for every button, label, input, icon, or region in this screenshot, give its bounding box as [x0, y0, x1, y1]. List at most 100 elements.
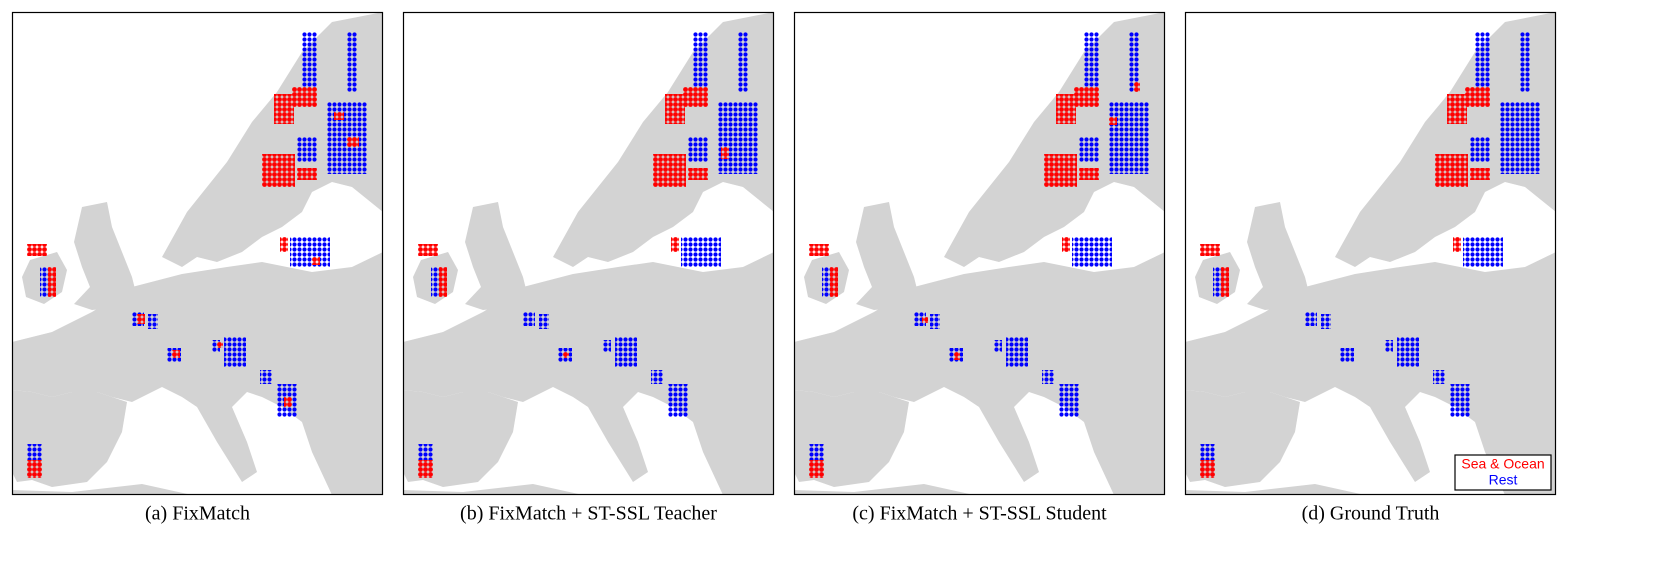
point-cluster [718, 102, 758, 174]
legend-box [1454, 454, 1552, 491]
point-cluster [1042, 370, 1054, 384]
map-panel [402, 11, 775, 496]
point-cluster [439, 267, 447, 297]
panel-frame [402, 11, 775, 496]
point-cluster [1435, 154, 1468, 187]
point-cluster [1079, 137, 1099, 162]
point-cluster [523, 312, 535, 326]
point-cluster [665, 94, 685, 124]
point-cluster [297, 168, 317, 180]
point-cluster [418, 244, 438, 256]
legend-label: Sea & Ocean [1461, 456, 1544, 472]
point-cluster [809, 244, 829, 256]
point-cluster [274, 94, 294, 124]
point-cluster [217, 342, 223, 348]
point-cluster [297, 137, 317, 162]
caption: (d) Ground Truth [1302, 503, 1440, 525]
point-cluster [1109, 102, 1149, 174]
point-cluster [1470, 137, 1490, 162]
map-panel [793, 11, 1166, 496]
point-cluster [721, 147, 729, 159]
legend-label: Rest [1489, 472, 1518, 488]
point-cluster [1221, 267, 1229, 297]
point-cluster [172, 350, 180, 358]
point-cluster [1321, 314, 1331, 329]
point-cluster [1470, 168, 1490, 180]
panel-frame [793, 11, 1166, 496]
point-cluster [954, 352, 960, 360]
point-cluster [671, 237, 679, 252]
point-cluster [1056, 94, 1076, 124]
point-cluster [1006, 337, 1028, 367]
point-cluster [922, 317, 928, 323]
point-cluster [1200, 460, 1215, 478]
caption: (c) FixMatch + ST-SSL Student [852, 503, 1107, 525]
point-cluster [651, 370, 663, 384]
point-cluster [1450, 384, 1470, 417]
point-cluster [615, 337, 637, 367]
point-cluster [347, 32, 357, 92]
point-cluster [148, 314, 158, 329]
point-cluster [284, 397, 292, 407]
point-cluster [994, 340, 1002, 352]
point-cluster [1134, 82, 1140, 92]
point-cluster [809, 460, 824, 478]
point-cluster [1500, 102, 1540, 174]
point-cluster [830, 267, 838, 297]
point-cluster [653, 154, 686, 187]
point-cluster [603, 340, 611, 352]
map-panel [11, 11, 384, 496]
point-cluster [1213, 267, 1223, 297]
point-cluster [334, 112, 344, 120]
point-cluster [1340, 348, 1354, 362]
point-cluster [1044, 154, 1077, 187]
point-cluster [822, 267, 832, 297]
point-cluster [1109, 117, 1117, 125]
point-cluster [1397, 337, 1419, 367]
point-cluster [280, 237, 288, 252]
point-cluster [1074, 87, 1099, 107]
point-cluster [1129, 32, 1139, 92]
point-cluster [738, 32, 748, 92]
point-cluster [48, 267, 56, 297]
point-cluster [418, 460, 433, 478]
point-cluster [1447, 94, 1467, 124]
point-cluster [292, 87, 317, 107]
point-cluster [302, 32, 317, 87]
point-cluster [1072, 237, 1112, 267]
point-cluster [688, 168, 708, 180]
caption: (b) FixMatch + ST-SSL Teacher [460, 503, 717, 525]
point-cluster [260, 370, 272, 384]
point-cluster [1084, 32, 1099, 87]
point-cluster [1385, 340, 1393, 352]
point-cluster [1463, 237, 1503, 267]
panel-frame [11, 11, 384, 496]
point-cluster [1520, 32, 1530, 92]
point-cluster [930, 314, 940, 329]
panel-frame [1184, 11, 1557, 496]
point-cluster [1475, 32, 1490, 87]
point-cluster [27, 460, 42, 478]
caption: (a) FixMatch [145, 503, 250, 525]
point-cluster [688, 137, 708, 162]
point-cluster [312, 257, 320, 265]
map-panel [1184, 11, 1557, 496]
point-cluster [563, 352, 569, 358]
point-cluster [137, 314, 145, 324]
point-cluster [262, 154, 295, 187]
point-cluster [683, 87, 708, 107]
point-cluster [668, 384, 688, 417]
point-cluster [431, 267, 441, 297]
point-cluster [1200, 244, 1220, 256]
point-cluster [1059, 384, 1079, 417]
point-cluster [290, 237, 330, 267]
point-cluster [27, 244, 47, 256]
point-cluster [693, 32, 708, 87]
point-cluster [1305, 312, 1317, 326]
point-cluster [212, 340, 220, 352]
point-cluster [224, 337, 246, 367]
point-cluster [1433, 370, 1445, 384]
